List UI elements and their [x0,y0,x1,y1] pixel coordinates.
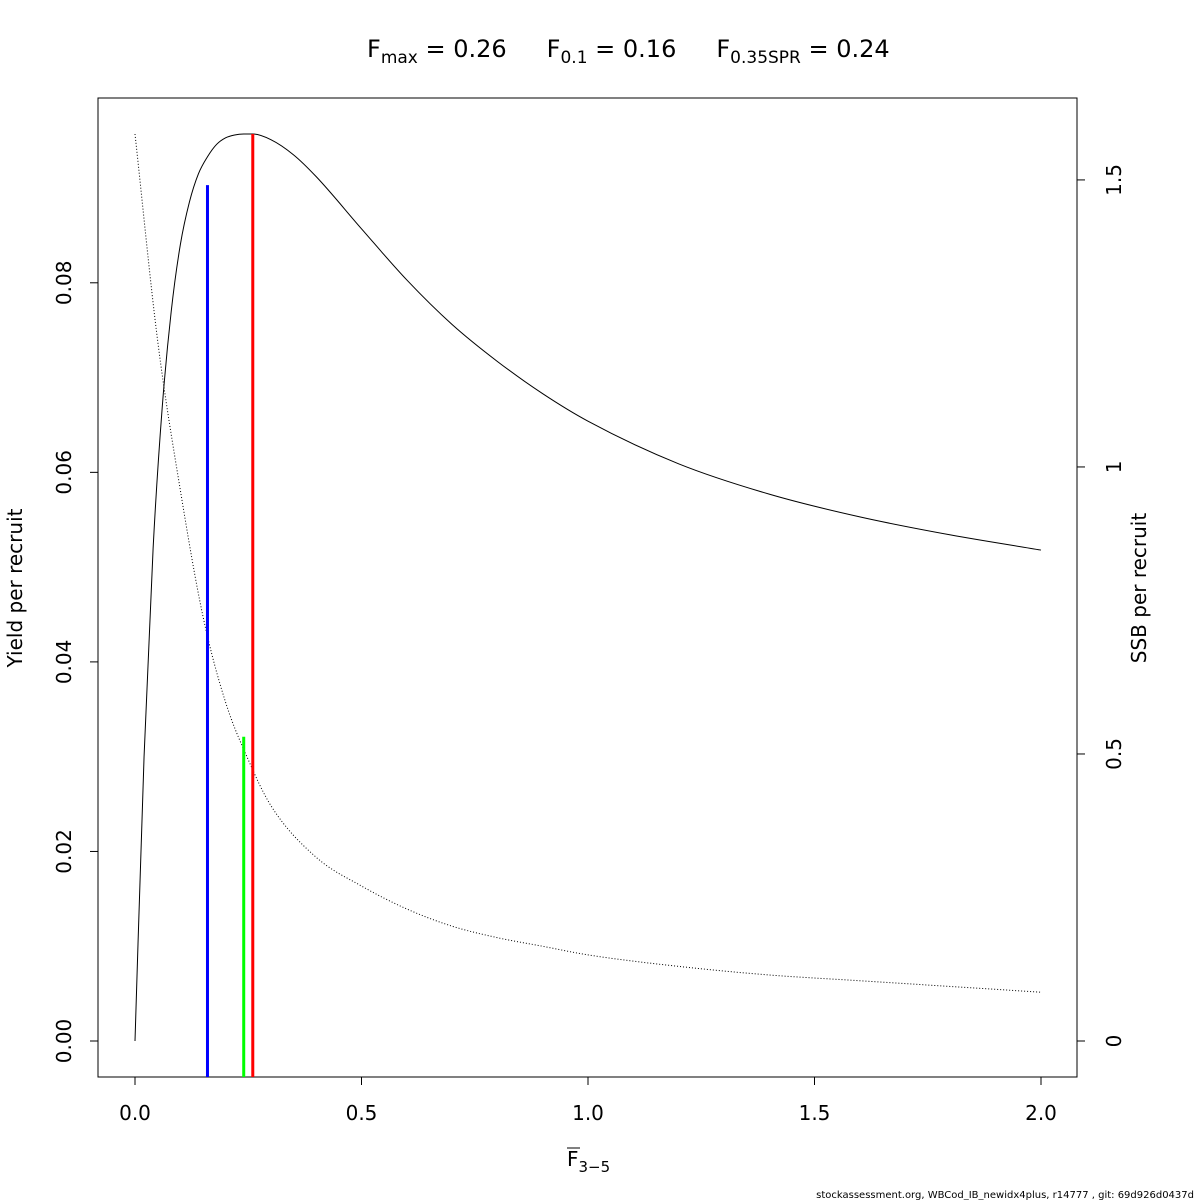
y-left-tick-label: 0.04 [52,640,76,685]
title-subscript: 0.1 [560,48,587,68]
title-value: = 0.24 [801,35,890,63]
x-tick-label: 2.0 [1025,1101,1057,1125]
y-left-tick-label: 0.02 [52,829,76,874]
x-tick-label: 1.0 [572,1101,604,1125]
y-right-tick-label: 1 [1102,461,1126,474]
title-value: = 0.26 [418,35,507,63]
x-tick-label: 0.5 [346,1101,378,1125]
title-subscript: 0.35SPR [730,48,801,68]
x-tick-label: 0.0 [119,1101,151,1125]
x-tick-label: 1.5 [799,1101,831,1125]
title-symbol: F [367,35,381,63]
title-value: = 0.16 [588,35,677,63]
title-subscript: max [381,48,418,68]
y-right-tick-label: 0 [1102,1035,1126,1048]
y-left-tick-label: 0.00 [52,1019,76,1064]
series-group [134,133,1042,1042]
y-left-tick-label: 0.08 [52,261,76,306]
reference-lines [205,134,255,1077]
y-left-axis-label: Yield per recruit [3,508,27,668]
x-axis-label-text: F3−5 [567,1147,610,1176]
x-axis-label: F3−5 [567,1147,610,1176]
y-left-tick-label: 0.06 [52,450,76,495]
x-axis-label-subscript: 3−5 [579,1158,611,1176]
axes: 0.0 0.5 1.0 1.5 2.0 0.00 0.02 0.04 0.06 0.08 0 0.5 1… [52,164,1126,1125]
yield-per-recruit-line [134,133,1042,1042]
title-symbol: F [716,35,730,63]
ssb-per-recruit-line [134,133,1042,993]
title-symbol: F [547,35,561,63]
y-right-tick-label: 1.5 [1102,164,1126,196]
x-axis-label-symbol: F [567,1147,579,1171]
y-right-axis-label: SSB per recruit [1127,513,1151,664]
y-right-tick-label: 0.5 [1102,738,1126,770]
footer-text: stockassessment.org, WBCod_IB_newidx4plu… [816,1190,1194,1200]
chart-title: Fmax = 0.26 F0.1 = 0.16 F0.35SPR = 0.24 [367,35,890,68]
